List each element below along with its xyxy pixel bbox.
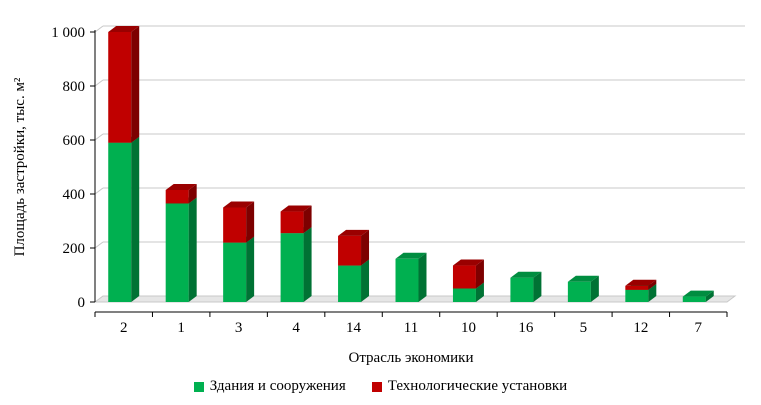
legend-item-installations: Технологические установки — [371, 378, 568, 395]
y-axis-title: Площадь застройки, тыс. м² — [12, 77, 28, 256]
bar-segment-installations — [280, 205, 312, 234]
x-tick-label: 14 — [346, 320, 362, 336]
bar-segment-buildings — [280, 227, 312, 302]
y-tick-label: 200 — [63, 241, 86, 257]
chart-axes — [94, 30, 727, 313]
chart-bars — [108, 26, 714, 302]
x-tick-label: 1 — [177, 320, 185, 336]
x-tick-label: 11 — [404, 320, 418, 336]
bar-segment-installations — [452, 259, 484, 289]
bar-segment-buildings — [510, 271, 542, 302]
x-tick-label: 12 — [633, 320, 648, 336]
x-tick-label: 2 — [120, 320, 128, 336]
x-tick-label: 16 — [518, 320, 534, 336]
x-tick-label: 5 — [580, 320, 588, 336]
legend-swatch-installations — [371, 381, 382, 392]
bar-segment-installations — [625, 279, 657, 290]
bar-segment-buildings — [567, 275, 599, 302]
gridline-depth — [94, 241, 104, 249]
bar-segment-installations — [108, 26, 140, 143]
gridline-depth — [94, 187, 104, 195]
bar-segment-installations — [165, 183, 197, 204]
x-tick-label: 10 — [461, 320, 476, 336]
gridline-depth — [94, 133, 104, 141]
y-tick-label: 800 — [63, 79, 86, 95]
legend-label-buildings: Здания и сооружения — [209, 378, 346, 394]
legend-label-installations: Технологические установки — [387, 378, 568, 394]
y-tick-label: 0 — [78, 295, 86, 311]
legend-item-buildings: Здания и сооружения — [193, 378, 346, 395]
bar-segment-buildings — [395, 252, 427, 302]
bar-segment-buildings — [165, 197, 197, 302]
legend-swatch-buildings — [193, 381, 204, 392]
bar-segment-installations — [223, 201, 255, 243]
bar-segment-buildings — [223, 236, 255, 302]
gridline-depth — [94, 79, 104, 87]
x-axis-title: Отрасль экономики — [348, 350, 473, 366]
y-tick-label: 600 — [63, 133, 86, 149]
bar-segment-buildings — [682, 290, 714, 302]
y-tick-label: 1 000 — [51, 25, 85, 41]
y-tick-label: 400 — [63, 187, 86, 203]
x-axis-ticks: 2 1 3 4 14 11 10 16 5 12 7 — [94, 312, 728, 336]
bar-segment-buildings — [338, 259, 370, 302]
x-tick-label: 4 — [292, 320, 300, 336]
chart-gridlines — [94, 25, 745, 249]
bar-segment-buildings — [108, 136, 140, 302]
gridline-depth — [94, 25, 104, 33]
chart-legend: Здания и сооружения Технологические уста… — [0, 378, 761, 395]
y-axis-ticks: 0 200 400 600 800 1 000 — [51, 25, 95, 311]
bar-segment-installations — [338, 229, 370, 266]
x-tick-label: 7 — [695, 320, 703, 336]
x-tick-label: 3 — [235, 320, 243, 336]
